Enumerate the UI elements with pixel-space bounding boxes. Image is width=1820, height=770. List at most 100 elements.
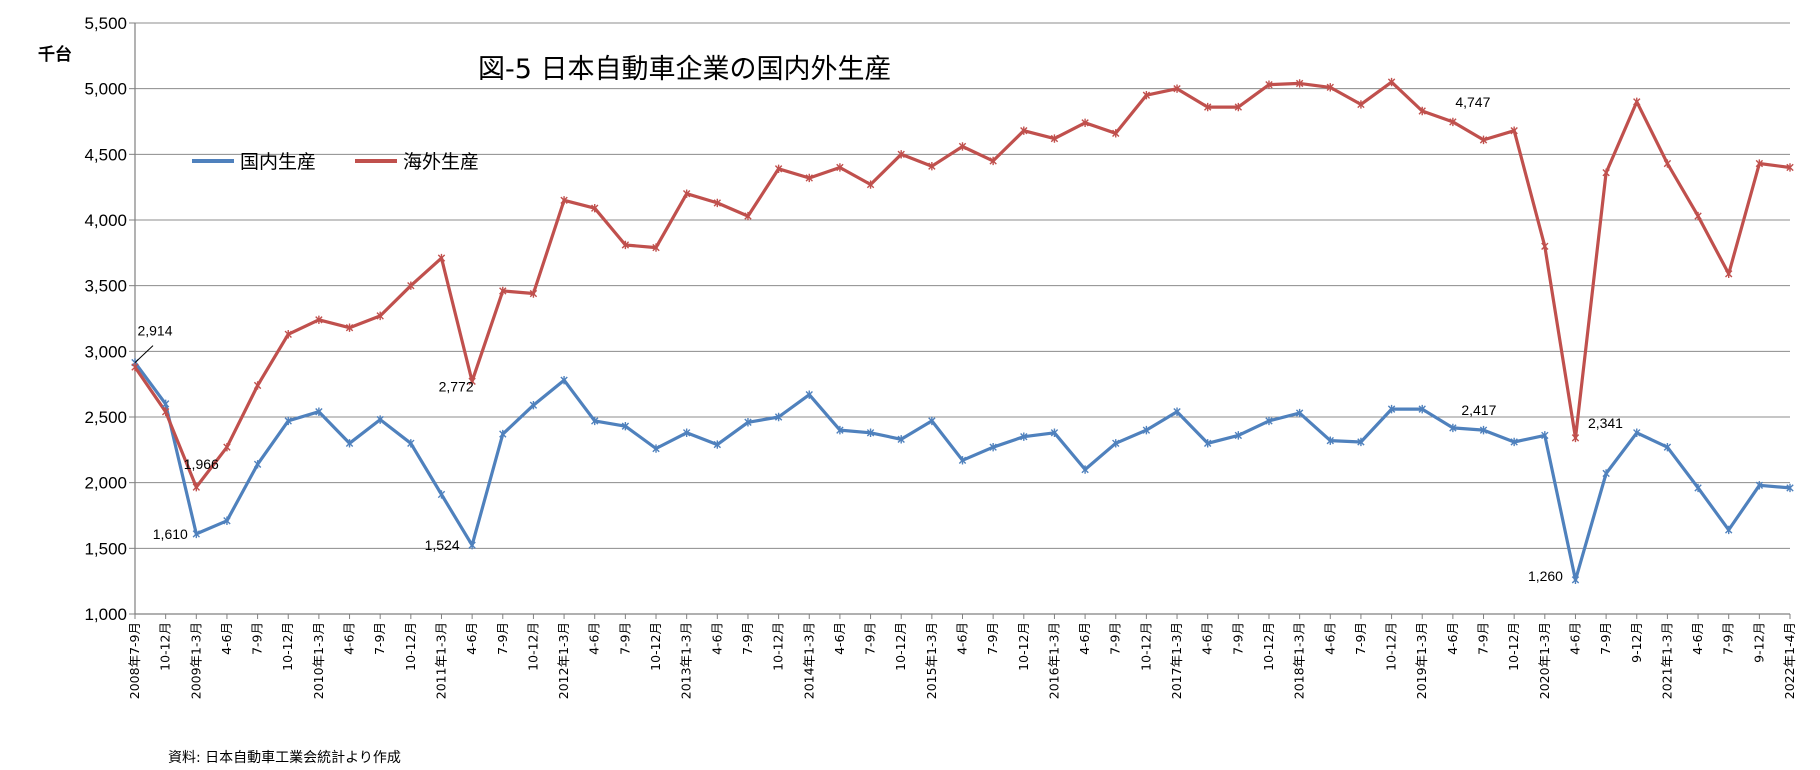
x-tick-label: 4-6月 [342, 622, 357, 655]
data-point [744, 211, 752, 221]
data-point [591, 203, 599, 213]
data-point [989, 443, 997, 452]
data-point [192, 529, 200, 539]
data-point [774, 412, 783, 422]
data-point [315, 315, 323, 325]
data-point [284, 330, 292, 339]
data-point [1142, 91, 1151, 100]
data-point [897, 150, 905, 159]
x-axis: 2008年7-9月 10-12月 2009年1-3月 4-6月 7-9月 10-12月 20… [127, 613, 1797, 699]
data-label: 1,524 [425, 537, 460, 553]
data-point [1020, 126, 1028, 135]
data-point [1203, 439, 1212, 448]
data-label: 2,772 [439, 378, 474, 394]
x-tick-label: 4-6月 [464, 622, 479, 655]
data-point [958, 142, 967, 151]
x-tick-label: 7-9月 [1598, 622, 1613, 655]
data-point [1418, 404, 1426, 414]
data-point [1326, 83, 1334, 92]
x-tick-label: 2022年1-4月 [1782, 622, 1797, 699]
data-point [1387, 404, 1396, 414]
series-line-0 [133, 361, 1791, 582]
data-label: 1,966 [184, 456, 219, 472]
y-tick-label: 1,000 [84, 605, 127, 624]
series-markers [131, 77, 1794, 585]
data-point [1173, 84, 1181, 93]
data-point [437, 490, 446, 499]
data-point [468, 377, 476, 386]
x-tick-label: 7-9月 [250, 622, 265, 655]
data-point [591, 416, 599, 426]
series-lines [133, 80, 1791, 582]
data-point [1203, 102, 1212, 112]
data-label: 2,914 [137, 323, 172, 339]
data-point [1295, 408, 1304, 418]
x-tick-label: 4-6月 [1445, 622, 1460, 655]
data-point [376, 311, 384, 321]
data-point [1387, 77, 1396, 87]
x-tick-label: 7-9月 [985, 622, 1000, 655]
x-tick-label: 10-12月 [648, 622, 663, 671]
data-point [468, 540, 476, 550]
data-point [774, 164, 783, 173]
x-tick-label: 10-12月 [1384, 622, 1399, 671]
data-point [499, 429, 507, 439]
data-label: 4,747 [1455, 94, 1490, 110]
data-point [713, 198, 722, 208]
data-labels: 2,914 1,966 1,610 2,772 1,524 4,747 2,417 2,341… [134, 94, 1623, 584]
x-tick-label: 2011年1-3月 [433, 622, 448, 699]
data-point [1602, 168, 1610, 177]
data-point [1050, 428, 1059, 437]
data-point [161, 399, 170, 409]
data-point [1602, 469, 1610, 478]
data-point [284, 416, 292, 426]
legend-label-domestic: 国内生産 [240, 151, 316, 173]
x-tick-label: 7-9月 [1721, 622, 1736, 655]
data-point [1357, 100, 1365, 109]
x-tick-label: 10-12月 [1261, 622, 1276, 671]
y-tick-label: 2,000 [84, 474, 127, 493]
x-tick-label: 9-12月 [1751, 622, 1766, 663]
data-point [1663, 159, 1672, 168]
x-tick-label: 4-6月 [1567, 622, 1582, 655]
data-label: 2,417 [1461, 402, 1496, 418]
x-tick-label: 2021年1-3月 [1659, 622, 1674, 699]
data-point [345, 439, 354, 448]
data-point [499, 286, 507, 296]
data-point [253, 381, 262, 390]
data-point [682, 189, 691, 198]
data-point [1142, 425, 1151, 435]
data-point [1510, 126, 1518, 135]
y-tick-label: 4,500 [84, 145, 127, 164]
data-point [407, 439, 415, 448]
data-point [131, 362, 139, 372]
x-tick-label: 10-12月 [1016, 622, 1031, 671]
x-tick-label: 2014年1-3月 [801, 622, 816, 699]
data-point [1725, 525, 1733, 535]
data-point [560, 196, 568, 205]
data-point [1081, 118, 1089, 128]
x-tick-label: 10-12月 [158, 622, 173, 671]
data-point [1265, 80, 1273, 89]
x-tick-label: 7-9月 [617, 622, 632, 655]
data-point [529, 289, 538, 298]
legend-label-overseas: 海外生産 [403, 151, 479, 173]
data-point [1633, 428, 1641, 437]
y-axis-unit: 千台 [38, 44, 72, 65]
data-point [1694, 483, 1702, 493]
x-tick-label: 10-12月 [280, 622, 295, 671]
x-tick-label: 7-9月 [1476, 622, 1491, 655]
data-point [1295, 79, 1304, 88]
data-point [989, 156, 997, 166]
data-point [1112, 439, 1120, 448]
y-axis: 1,000 1,500 2,000 2,500 3,000 3,500 4,000 4,500… [84, 14, 136, 624]
data-point [1449, 117, 1457, 127]
data-point [1725, 269, 1733, 279]
y-tick-label: 4,000 [84, 211, 127, 230]
data-point [866, 428, 875, 437]
data-point [805, 390, 813, 399]
x-tick-label: 2018年1-3月 [1292, 622, 1307, 699]
y-tick-label: 5,500 [84, 14, 127, 33]
data-point [1326, 436, 1334, 445]
